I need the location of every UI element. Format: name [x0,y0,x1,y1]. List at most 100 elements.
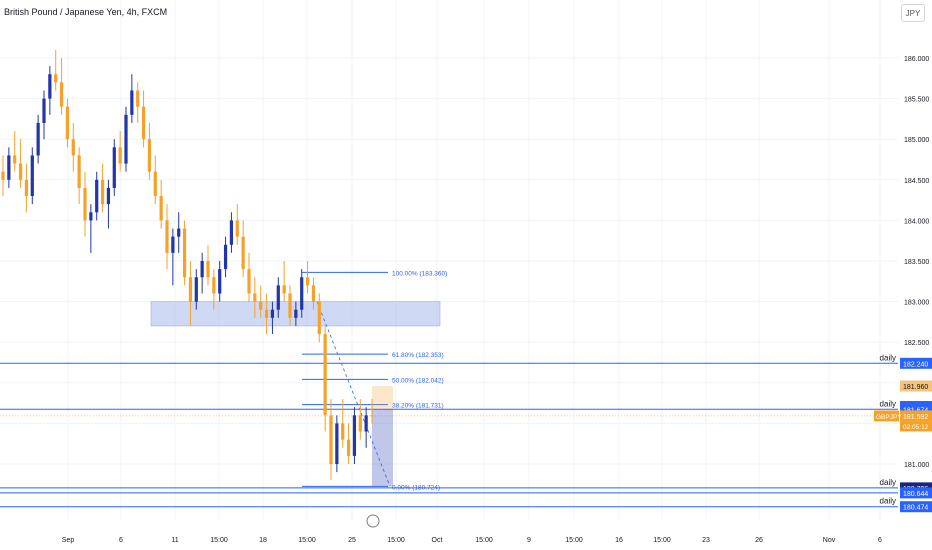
daily-label: daily [880,497,896,506]
candle-body [370,415,374,417]
time-tick-label: 15:00 [387,537,405,544]
fib-level-label: 38.20% (181.731) [392,403,444,410]
candle-body [71,139,75,156]
daily-label: daily [880,478,896,487]
target-box-upper [372,386,393,410]
price-badges: 182.240181.960181.708181.674181.592180.7… [366,357,932,528]
price-tick-label: 183.000 [904,300,929,307]
daily-level-lines: daily daily daily daily [0,353,898,508]
candle-body [141,106,146,140]
lightning-icon [366,514,380,528]
symbol-badge [874,410,899,422]
candle-body [294,309,298,318]
candle-body [24,179,29,197]
candle-body [118,147,122,164]
candle-body [7,155,11,180]
time-tick-label: 6 [878,537,882,544]
daily-label: daily [880,399,896,408]
time-tick-label: 25 [348,537,356,544]
candle-body [346,439,351,456]
target-box-lower [372,409,393,487]
candle-body [335,423,339,464]
time-tick-label: 15:00 [565,537,583,544]
candle-body [270,309,275,318]
candle-body [54,74,58,83]
time-tick-label: 18 [259,537,267,544]
grid-lines [0,0,898,520]
candle-body [13,155,17,164]
candle-body [311,285,316,302]
candle-body [194,277,198,302]
candle-body [182,228,187,278]
candle-body [276,285,280,310]
candle-body [241,236,245,270]
time-tick-label: Sep [62,537,75,544]
time-tick-label: Oct [432,537,443,544]
price-badge [900,501,932,513]
candle-body [235,220,239,237]
price-badge [900,380,932,392]
candle-body [30,155,34,197]
candle-body [323,334,327,416]
fibonacci-retracement: 100.00% (183.360) 61.80% (182.353) 50.00% … [302,270,447,491]
candle-body [206,261,210,278]
candle-body [247,269,251,294]
candle-body [124,114,128,164]
candle-body [106,187,111,205]
candle-body [341,423,345,440]
price-tick-label: 184.500 [904,178,929,185]
candle-body [100,179,105,205]
candle-body [59,82,64,107]
candle-body [212,277,216,294]
time-tick-label: Nov [823,537,836,544]
candle-body [36,122,40,156]
candle-body [159,196,163,221]
candle-body [136,90,140,107]
price-badge-label: 180.474 [903,505,928,512]
time-tick-label: 15:00 [298,537,316,544]
candle-body [77,155,81,188]
candlestick-series [1,49,374,481]
time-tick-label: 16 [615,537,623,544]
candle-body [253,293,257,302]
fib-level-label: 0.00% (180.724) [392,484,440,491]
candle-body [223,244,228,270]
price-badge [900,357,932,369]
candle-body [65,106,70,140]
price-tick-label: 185.500 [904,97,929,104]
price-badge [900,487,932,499]
candle-body [264,309,269,318]
candle-body [165,220,169,253]
candle-body [288,293,292,318]
candle-body [200,261,204,278]
price-badge-label: 181.592 [903,414,928,421]
fib-level-label: 61.80% (182.353) [392,352,444,359]
candle-body [48,74,52,99]
price-badge-label: 181.960 [903,384,928,391]
candle-body [112,147,116,188]
candle-body [218,269,222,294]
candle-body [83,187,87,221]
candle-body [305,277,310,286]
candle-body [95,179,99,213]
price-tick-label: 182.500 [904,340,929,347]
candle-body [259,301,263,310]
price-tick-label: 186.000 [904,56,929,63]
currency-button[interactable]: JPY [901,4,925,22]
time-tick-label: 26 [755,537,763,544]
price-badge-label: 182.240 [903,361,928,368]
candle-body [358,415,362,432]
price-badge [900,403,932,415]
price-badge [900,410,932,422]
fib-level-label: 50.00% (182.042) [392,377,444,384]
time-tick-label: 11 [171,537,178,544]
time-axis: Sep 6 11 15:00 18 15:00 25 15:00 Oct 15:00 9 15:00 1… [62,537,882,544]
candle-body [300,277,304,310]
price-tick-label: 183.500 [904,259,929,266]
candle-body [329,415,333,464]
candle-body [282,285,286,294]
time-tick-label: 23 [702,537,710,544]
price-badge-label: 180.644 [903,491,928,498]
countdown-label: 02:05:12 [903,424,929,431]
